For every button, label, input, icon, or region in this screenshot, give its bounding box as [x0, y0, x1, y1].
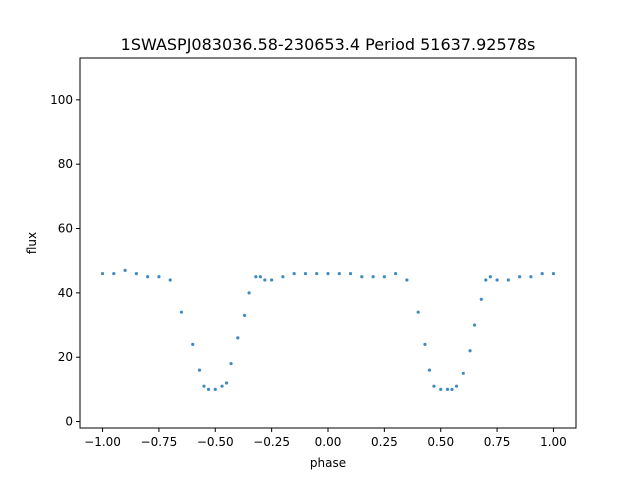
y-tick-label: 20 — [58, 350, 73, 364]
data-point — [229, 362, 233, 366]
x-axis: −1.00 −0.75 −0.50 −0.25 0.00 0.25 0.50 0.75 1.00 — [84, 428, 567, 449]
data-point — [112, 271, 116, 276]
data-point — [382, 275, 386, 279]
data-point — [134, 271, 138, 276]
data-point — [326, 271, 330, 276]
data-point — [179, 310, 184, 314]
x-tick-label: 0.00 — [315, 435, 342, 449]
data-point — [191, 342, 195, 346]
data-point — [254, 275, 258, 279]
data-point — [281, 275, 285, 279]
data-point — [506, 278, 510, 282]
data-point — [445, 387, 450, 391]
x-tick-label: −0.50 — [197, 435, 234, 449]
data-point — [337, 271, 341, 276]
plot-frame — [79, 57, 577, 429]
x-tick-label: −0.25 — [253, 435, 290, 449]
data-point — [394, 271, 398, 276]
data-point — [495, 278, 499, 282]
data-point — [416, 310, 420, 314]
data-point — [439, 387, 443, 391]
data-point — [540, 271, 544, 276]
y-axis-label: flux — [25, 232, 39, 254]
data-point — [202, 384, 206, 388]
data-point — [529, 275, 533, 279]
data-point — [551, 271, 556, 276]
data-point — [450, 387, 454, 391]
chart-title: 1SWASPJ083036.58-230653.4 Period 51637.9… — [121, 35, 536, 54]
data-point — [315, 271, 319, 276]
y-tick-label: 0 — [65, 415, 73, 429]
data-point — [360, 275, 364, 279]
data-point — [236, 336, 240, 340]
data-point — [348, 271, 353, 276]
data-point — [371, 275, 375, 279]
data-point — [423, 342, 427, 346]
x-tick-label: 1.00 — [540, 435, 567, 449]
data-point — [146, 275, 150, 279]
data-point — [292, 271, 296, 276]
data-point — [518, 275, 522, 279]
x-tick-label: −1.00 — [84, 435, 121, 449]
data-point — [168, 278, 172, 282]
data-point — [405, 278, 409, 282]
y-tick-label: 60 — [58, 222, 73, 236]
data-point — [479, 297, 483, 301]
data-point — [197, 368, 202, 372]
data-point — [242, 313, 247, 317]
data-point — [157, 275, 161, 279]
y-axis: 0 20 40 60 80 100 — [50, 93, 80, 429]
x-tick-label: 0.75 — [484, 435, 511, 449]
data-point — [263, 278, 267, 282]
data-point — [303, 271, 308, 276]
data-point — [258, 275, 262, 279]
data-point — [461, 371, 465, 375]
x-tick-label: −0.75 — [141, 435, 178, 449]
data-points — [100, 268, 556, 391]
data-point — [123, 268, 127, 272]
y-tick-label: 100 — [50, 93, 73, 107]
y-tick-label: 80 — [58, 157, 73, 171]
data-point — [213, 387, 217, 391]
data-point — [484, 278, 488, 282]
y-tick-label: 40 — [58, 286, 73, 300]
x-tick-label: 0.25 — [371, 435, 398, 449]
data-point — [206, 387, 211, 391]
data-point — [454, 384, 459, 388]
x-tick-label: 0.50 — [427, 435, 454, 449]
data-point — [220, 384, 224, 388]
data-point — [468, 349, 472, 353]
data-point — [432, 384, 436, 388]
x-axis-label: phase — [310, 456, 346, 470]
data-point — [427, 368, 432, 372]
data-point — [488, 275, 492, 279]
data-point — [472, 323, 477, 327]
data-point — [224, 381, 229, 385]
data-point — [247, 291, 251, 295]
data-point — [270, 278, 274, 282]
data-point — [100, 271, 105, 276]
